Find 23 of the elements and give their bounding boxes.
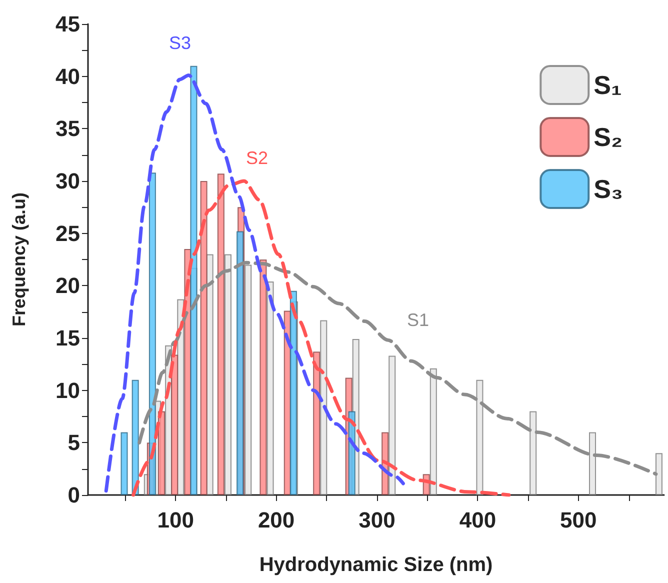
y-tick-label: 20	[56, 273, 80, 298]
annotation: S1	[406, 310, 430, 330]
y-tick-label: 45	[56, 12, 80, 36]
y-tick-label: 0	[68, 482, 80, 508]
y-tick-label: 15	[56, 326, 80, 350]
legend-label: S₁	[594, 70, 622, 100]
x-tick-label: 500	[560, 508, 597, 532]
x-tick-label: 100	[157, 508, 194, 532]
legend-label: S₂	[594, 122, 623, 152]
y-tick-label: 30	[56, 168, 80, 194]
y-tick-label: 25	[56, 220, 80, 246]
y-axis-title: Frequency (a.u)	[9, 192, 29, 327]
x-tick-label: 300	[358, 508, 396, 532]
annotation: S2	[246, 148, 268, 168]
y-tick-label: 35	[56, 116, 80, 142]
y-tick-label: 10	[56, 378, 80, 403]
x-axis-title: Hydrodynamic Size (nm)	[259, 554, 493, 576]
y-tick-label: 40	[56, 64, 80, 89]
x-tick-label: 200	[258, 508, 295, 532]
legend-label: S₃	[594, 174, 624, 204]
x-tick-label: 400	[459, 508, 496, 532]
annotation: S3	[168, 33, 192, 53]
y-tick-label: 5	[68, 430, 80, 456]
